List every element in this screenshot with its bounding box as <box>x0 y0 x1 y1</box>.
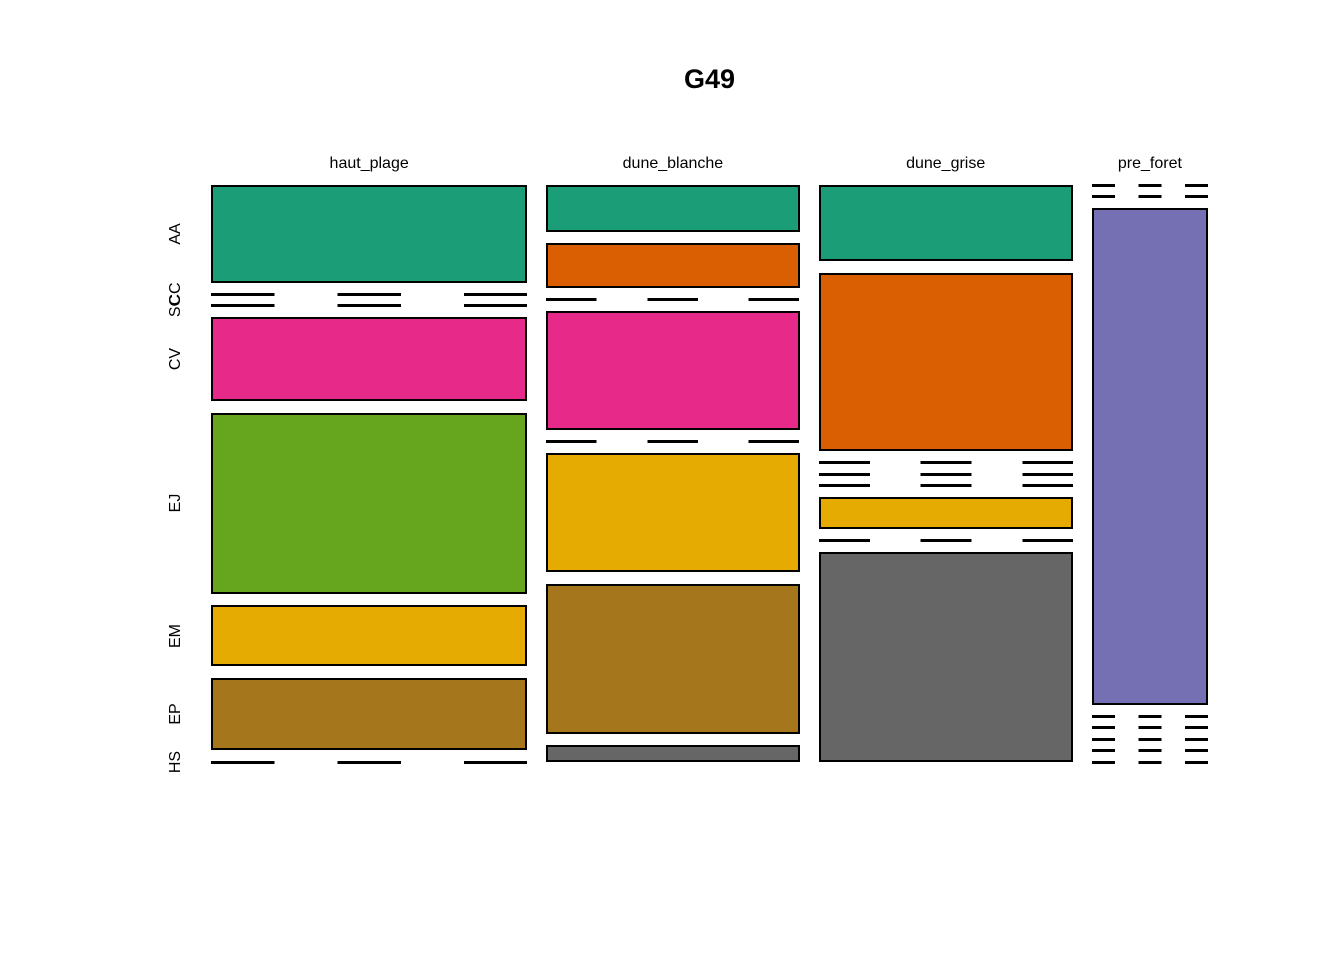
row-label-AA: AA <box>167 223 184 245</box>
row-label-HS: HS <box>167 750 184 774</box>
zero-cell-haut_plage-HS <box>211 760 528 764</box>
zero-cell-pre_foret-AA <box>1091 183 1208 187</box>
mosaic-cell-dune_blanche-CC <box>546 243 800 288</box>
row-label-CV: CV <box>167 348 184 371</box>
mosaic-cell-dune_blanche-EM <box>546 453 800 573</box>
mosaic-cell-haut_plage-EP <box>211 677 528 751</box>
row-label-EP: EP <box>167 703 184 725</box>
column-label-pre_foret: pre_foret <box>1117 155 1182 172</box>
mosaic-cell-dune_blanche-HS <box>546 745 800 762</box>
zero-cell-haut_plage-CC <box>211 292 528 296</box>
mosaic-cell-haut_plage-AA <box>211 185 528 283</box>
zero-cell-pre_foret-EM <box>1091 737 1208 741</box>
mosaic-cell-dune_grise-EM <box>818 497 1073 529</box>
row-label-EM: EM <box>167 623 184 648</box>
zero-cell-pre_foret-HS <box>1091 760 1208 764</box>
mosaic-cell-haut_plage-EM <box>211 605 528 666</box>
mosaic-cell-dune_grise-AA <box>818 185 1073 262</box>
row-label-EJ: EJ <box>167 493 184 513</box>
zero-cell-dune_grise-SC <box>818 461 1073 465</box>
column-label-haut_plage: haut_plage <box>329 155 409 172</box>
zero-cell-haut_plage-SC <box>211 304 528 308</box>
zero-cell-pre_foret-EJ <box>1091 726 1208 729</box>
mosaic-cell-dune_blanche-EP <box>546 583 800 734</box>
mosaic-cell-dune_blanche-AA <box>546 185 800 232</box>
zero-cell-dune_grise-CV <box>818 472 1073 476</box>
mosaic-cell-dune_blanche-CV <box>546 310 800 430</box>
mosaic-cell-dune_grise-HS <box>818 551 1073 762</box>
mosaic-cell-pre_foret-SC <box>1091 208 1208 705</box>
column-label-dune_grise: dune_grise <box>906 155 986 172</box>
zero-cell-dune_grise-EJ <box>818 484 1073 488</box>
row-label-SC: SC <box>167 294 184 317</box>
zero-cell-pre_foret-EP <box>1091 749 1208 752</box>
plot-title: G49 <box>683 64 736 94</box>
zero-cell-dune_blanche-SC <box>546 297 800 301</box>
column-label-dune_blanche: dune_blanche <box>622 155 724 172</box>
mosaic-cell-haut_plage-CV <box>211 317 528 402</box>
zero-cell-dune_blanche-EJ <box>546 440 800 444</box>
mosaic-cell-haut_plage-EJ <box>211 412 528 594</box>
mosaic-cell-dune_grise-CC <box>818 272 1073 452</box>
zero-cell-pre_foret-CV <box>1091 714 1208 718</box>
zero-cell-dune_grise-EP <box>818 538 1073 542</box>
zero-cell-pre_foret-CC <box>1091 195 1208 198</box>
